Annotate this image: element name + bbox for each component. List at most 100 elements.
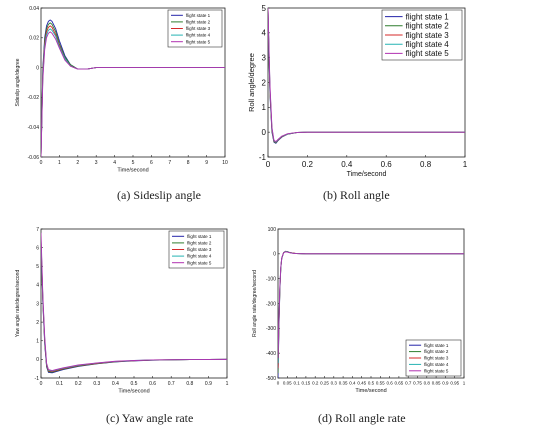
legend-entry-label: flight state 4 (187, 254, 212, 259)
caption-sideslip-angle: (a) Sideslip angle (117, 188, 201, 202)
y-tick-label: 1 (262, 103, 267, 112)
x-tick-label: 8 (187, 160, 190, 166)
y-tick-label: -300 (266, 326, 276, 332)
legend-entry-label: flight state 5 (186, 39, 211, 44)
y-tick-label: -200 (266, 301, 276, 307)
x-tick-label: 0 (40, 160, 43, 166)
x-tick-label: 0.2 (312, 381, 319, 386)
x-tick-label: 0.4 (349, 381, 356, 386)
x-tick-label: 0.8 (186, 381, 193, 387)
legend-entry-label: flight state 2 (187, 240, 212, 245)
chart-roll-angle-rate: 0 0.05 0.1 0.15 0.2 0.25 0.3 0.35 0.4 0.45 0.5 0.55… (252, 227, 466, 394)
legend-entry-label: flight state 1 (187, 234, 212, 239)
y-tick-label: -0.02 (28, 95, 40, 101)
caption-yaw-angle-rate: (c) Yaw angle rate (106, 411, 194, 425)
legend-entry-label: flight state 5 (187, 260, 212, 265)
y-tick-label: 2 (36, 320, 39, 326)
x-tick-label: 0.9 (205, 381, 212, 387)
legend-entry-label: flight state 1 (424, 343, 449, 348)
y-tick-label: 0 (273, 252, 276, 258)
y-tick-label: -500 (266, 376, 276, 382)
x-tick-label: 7 (168, 160, 171, 166)
x-tick-label: 0.4 (341, 160, 353, 169)
y-tick-label: 0 (36, 357, 39, 363)
y-tick-label: -0.06 (28, 155, 40, 161)
x-axis-label: Time/second (117, 168, 148, 174)
x-tick-label: 0.2 (302, 160, 314, 169)
legend-entry-label: flight state 5 (406, 49, 450, 58)
caption-roll-angle: (b) Roll angle (323, 188, 390, 202)
y-tick-label: 4 (262, 29, 267, 38)
caption-roll-angle-rate: (d) Roll angle rate (318, 411, 406, 425)
y-tick-label: -1 (35, 376, 40, 382)
y-tick-label: 0 (262, 128, 267, 137)
x-tick-label: 0.1 (293, 381, 300, 386)
x-tick-label: 6 (150, 160, 153, 166)
y-tick-label: -100 (266, 276, 276, 282)
x-tick-label: 0.4 (112, 381, 119, 387)
x-tick-label: 0.9 (442, 381, 449, 386)
y-axis-label: Roll angle rate/degree/second (252, 270, 258, 337)
x-tick-label: 0.45 (357, 381, 366, 386)
x-tick-label: 0.1 (56, 381, 63, 387)
x-tick-label: 1 (463, 381, 466, 386)
y-tick-label: 0 (36, 65, 39, 71)
y-tick-label: 7 (36, 227, 39, 233)
chart-yaw-angle-rate: 0 0.1 0.2 0.3 0.4 0.5 0.6 0.7 0.8 0.9 1-101234567T… (15, 227, 229, 395)
x-tick-label: 1 (226, 381, 229, 387)
legend-entry-label: flight state 2 (406, 22, 450, 31)
x-tick-label: 0.3 (93, 381, 100, 387)
x-tick-label: 10 (222, 160, 228, 166)
x-tick-label: 0.3 (331, 381, 338, 386)
series-line-5 (268, 8, 465, 143)
legend-entry-label: flight state 2 (186, 19, 211, 24)
y-tick-label: 4 (36, 283, 39, 289)
chart-sideslip-angle: 0 1 2 3 4 5 6 7 8 9 10 -0.06 -0.04 -0.02 0 0.02 0.04 Time… (15, 6, 228, 174)
x-tick-label: 1 (463, 160, 468, 169)
y-axis-label: Roll angle/degree (247, 53, 256, 112)
legend-entry-label: flight state 3 (187, 247, 212, 252)
x-axis-label: Time/second (118, 389, 149, 395)
series-line-5 (41, 232, 227, 371)
x-tick-label: 0.25 (320, 381, 329, 386)
y-tick-label: 3 (36, 301, 39, 307)
x-tick-label: 0.2 (75, 381, 82, 387)
x-tick-label: 0 (40, 381, 43, 387)
x-tick-label: 0.95 (450, 381, 459, 386)
y-tick-label: 6 (36, 245, 39, 251)
y-axis-label: Yaw angle rate/degree/second (15, 270, 21, 338)
x-tick-label: 0.15 (302, 381, 311, 386)
x-tick-label: 0.85 (432, 381, 441, 386)
legend-entry-label: flight state 3 (406, 31, 450, 40)
x-tick-label: 3 (95, 160, 98, 166)
y-tick-label: -400 (266, 351, 276, 357)
y-tick-label: 2 (262, 78, 267, 87)
legend-entry-label: flight state 5 (424, 368, 449, 373)
y-axis-label: Sideslip angle/degree (15, 58, 21, 106)
legend-entry-label: flight state 3 (424, 356, 449, 361)
x-tick-label: 0.7 (168, 381, 175, 387)
x-tick-label: 0.6 (149, 381, 156, 387)
x-tick-label: 9 (205, 160, 208, 166)
legend-entry-label: flight state 1 (186, 13, 211, 18)
y-tick-label: 100 (268, 227, 277, 233)
x-tick-label: 0.8 (420, 160, 432, 169)
x-tick-label: 0.35 (339, 381, 348, 386)
x-tick-label: 0.5 (368, 381, 375, 386)
y-tick-label: 0.04 (29, 6, 39, 12)
x-tick-label: 2 (76, 160, 79, 166)
x-tick-label: 0.8 (424, 381, 431, 386)
series-line-5 (41, 31, 225, 157)
y-tick-label: -0.04 (28, 125, 40, 131)
x-tick-label: 0.7 (405, 381, 412, 386)
y-tick-label: 1 (36, 339, 39, 345)
x-tick-label: 0.65 (395, 381, 404, 386)
series-line-5 (278, 251, 464, 359)
x-tick-label: 0.05 (283, 381, 292, 386)
x-tick-label: 0.5 (131, 381, 138, 387)
